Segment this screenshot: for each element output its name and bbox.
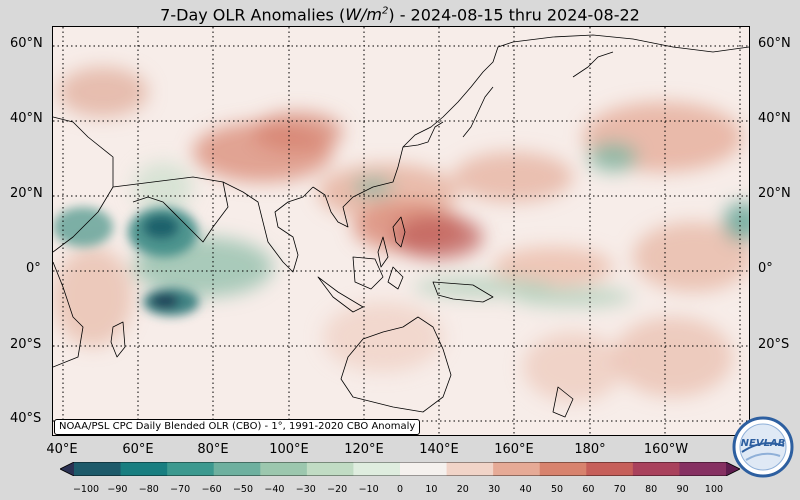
lon-label-140e: 140°E bbox=[419, 442, 459, 457]
colorbar-segment bbox=[539, 462, 587, 476]
logo-text: NEVLAB bbox=[741, 438, 786, 449]
colorbar-segment bbox=[167, 462, 215, 476]
colorbar-tick-label: −50 bbox=[232, 484, 254, 495]
nevlab-logo: NEVLAB bbox=[732, 416, 794, 478]
lat-label-right-eq: 0° bbox=[758, 261, 773, 276]
colorbar-extend-high bbox=[726, 462, 740, 476]
lon-label-80e: 80°E bbox=[197, 442, 229, 457]
lat-label-right-40n: 40°N bbox=[758, 111, 791, 126]
lon-label-120e: 120°E bbox=[344, 442, 384, 457]
lon-label-60e: 60°E bbox=[122, 442, 154, 457]
colorbar-extend-low bbox=[60, 462, 74, 476]
colorbar-tick-label: 30 bbox=[488, 484, 501, 495]
title-unit: W/m2 bbox=[345, 5, 389, 25]
map-title: 7-Day OLR Anomalies (W/m2) - 2024-08-15 … bbox=[0, 0, 800, 24]
colorbar-segment bbox=[213, 462, 261, 476]
colorbar-tick-label: −100 bbox=[72, 484, 100, 495]
colorbar-tick-label: 80 bbox=[645, 484, 658, 495]
lat-label-left-20s: 20°S bbox=[10, 337, 42, 352]
colorbar-segment bbox=[446, 462, 494, 476]
coastlines bbox=[53, 34, 749, 418]
data-source-note: NOAA/PSL CPC Daily Blended OLR (CBO) - 1… bbox=[54, 419, 421, 435]
lat-label-right-20s: 20°S bbox=[758, 337, 790, 352]
colorbar-segment bbox=[353, 462, 401, 476]
colorbar-tick-label: 0 bbox=[396, 484, 404, 495]
colorbar-segment bbox=[74, 462, 122, 476]
colorbar-tick-label: 90 bbox=[676, 484, 689, 495]
lon-label-160w: 160°W bbox=[643, 442, 689, 457]
lat-label-left-40n: 40°N bbox=[10, 111, 43, 126]
colorbar-tick-label: 20 bbox=[456, 484, 469, 495]
lon-label-160e: 160°E bbox=[494, 442, 534, 457]
colorbar-tick-label: −70 bbox=[170, 484, 191, 495]
colorbar-tick-label: −20 bbox=[327, 484, 348, 495]
colorbar-tick-label: −60 bbox=[201, 484, 222, 495]
colorbar-tick-label: 10 bbox=[425, 484, 438, 495]
lat-label-left-60n: 60°N bbox=[10, 36, 43, 51]
colorbar-segment bbox=[306, 462, 354, 476]
colorbar-segment bbox=[493, 462, 541, 476]
colorbar-tick-label: −80 bbox=[138, 484, 159, 495]
colorbar-segment bbox=[400, 462, 448, 476]
colorbar bbox=[60, 462, 740, 476]
colorbar-tick-label: −10 bbox=[358, 484, 379, 495]
lon-label-40e: 40°E bbox=[46, 442, 78, 457]
title-suffix: ) - 2024-08-15 thru 2024-08-22 bbox=[388, 5, 640, 25]
colorbar-tick-label: −90 bbox=[107, 484, 128, 495]
colorbar-tick-label: 100 bbox=[704, 484, 724, 495]
colorbar-tick-label: −30 bbox=[295, 484, 316, 495]
lat-label-left-20n: 20°N bbox=[10, 186, 43, 201]
anomaly-field bbox=[53, 67, 749, 402]
colorbar-segment bbox=[586, 462, 634, 476]
colorbar-segment bbox=[120, 462, 168, 476]
colorbar-segment bbox=[632, 462, 680, 476]
colorbar-tick-label: 50 bbox=[550, 484, 564, 495]
colorbar-segment bbox=[679, 462, 727, 476]
lat-label-right-60n: 60°N bbox=[758, 36, 791, 51]
colorbar-tick-label: 40 bbox=[519, 484, 532, 495]
lon-label-180: 180° bbox=[574, 442, 606, 457]
colorbar-segment bbox=[260, 462, 308, 476]
colorbar-tick-label: 60 bbox=[582, 484, 595, 495]
lon-label-100e: 100°E bbox=[269, 442, 309, 457]
lat-label-left-eq: 0° bbox=[26, 261, 41, 276]
olr-anomaly-map bbox=[52, 26, 750, 436]
map-canvas bbox=[53, 27, 749, 435]
colorbar-tick-label: 70 bbox=[613, 484, 626, 495]
lat-label-left-40s: 40°S bbox=[10, 411, 42, 426]
colorbar-tick-label: −40 bbox=[264, 484, 285, 495]
title-prefix: 7-Day OLR Anomalies ( bbox=[160, 5, 346, 25]
lat-label-right-20n: 20°N bbox=[758, 186, 791, 201]
